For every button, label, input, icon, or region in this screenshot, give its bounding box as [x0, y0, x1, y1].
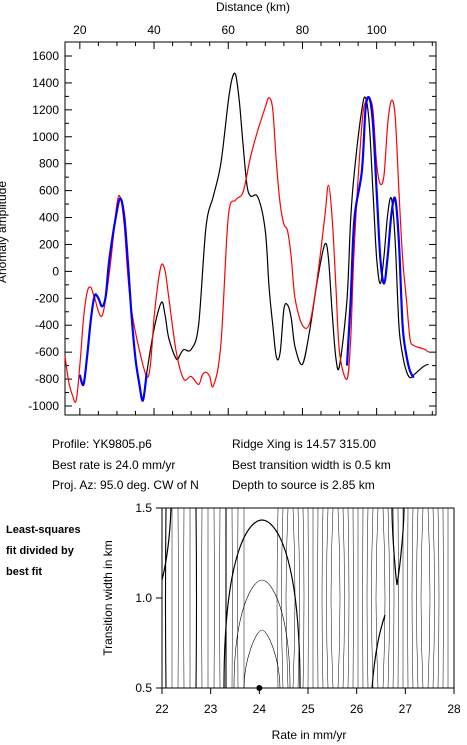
y-tick-label: 1.0: [135, 591, 152, 605]
fit-window-left-line: [78, 197, 148, 402]
contour-line: [387, 507, 390, 689]
contour-arch: [223, 519, 301, 689]
contour-line: [362, 507, 364, 689]
x-tick-label: 20: [73, 23, 87, 37]
contour-line: [183, 507, 185, 689]
x-tick-label: 27: [399, 702, 413, 716]
side-label-line1: Least-squares: [6, 524, 81, 536]
contour-line: [347, 507, 350, 689]
y-tick-label: 200: [39, 237, 59, 251]
x-tick-label: 40: [147, 23, 161, 37]
side-label-line3: best fit: [6, 566, 43, 578]
contour-line: [375, 507, 379, 689]
contour-plot-frame: [161, 507, 455, 689]
side-label-line2: fit divided by: [6, 545, 74, 557]
y-tick-label: 1200: [32, 103, 59, 117]
y-tick-label: 1600: [32, 49, 59, 63]
y-tick-label: -200: [35, 291, 59, 305]
contour-line: [342, 507, 345, 689]
contour-lines: [161, 507, 449, 689]
x-tick-label: 60: [222, 23, 236, 37]
top-xaxis-label: Distance (km): [216, 0, 290, 14]
contour-line: [420, 507, 424, 689]
y-tick-label: -400: [35, 318, 59, 332]
best-fit-point: [256, 685, 263, 691]
contour-line: [411, 507, 414, 689]
x-tick-label: 23: [204, 702, 218, 716]
contour-line: [366, 507, 369, 689]
contour-arch: [233, 579, 291, 689]
contour-line: [407, 507, 409, 689]
contour-line: [330, 507, 334, 689]
profile-text: Profile: YK9805.p6: [52, 437, 152, 451]
fit-window-right-line: [345, 95, 415, 379]
contour-line: [437, 507, 440, 689]
contour-line: [201, 507, 203, 689]
contour-line: [371, 614, 386, 689]
contour-line: [307, 507, 309, 689]
y-tick-label: 1.5: [135, 501, 152, 515]
contour-line: [231, 507, 233, 689]
x-tick-label: 26: [350, 702, 364, 716]
x-tick-label: 25: [301, 702, 315, 716]
contour-line: [371, 507, 374, 689]
contour-line: [164, 507, 167, 689]
x-tick-label: 24: [253, 702, 267, 716]
y-tick-label: 0.5: [135, 681, 152, 695]
contour-line: [195, 507, 198, 689]
best-transition-text: Best transition width is 0.5 km: [232, 458, 391, 472]
contour-line: [297, 507, 300, 689]
contour-line: [397, 507, 399, 689]
contour-line: [432, 507, 435, 689]
contour-line: [337, 507, 341, 689]
y-tick-label: 800: [39, 157, 59, 171]
contour-line: [321, 507, 324, 689]
contour-line: [177, 507, 179, 689]
contour-line: [317, 507, 319, 689]
contour-line: [213, 507, 215, 689]
ridge-xing-text: Ridge Xing is 14.57 315.00: [232, 437, 377, 451]
contour-line: [219, 507, 221, 689]
contour-line: [427, 507, 431, 689]
y-tick-label: 1400: [32, 76, 59, 90]
amplitude-series: [64, 72, 429, 403]
bottom-xaxis-label: Rate in mm/yr: [272, 728, 347, 742]
contour-axis-ticks: 22 23 24 25 26 27 28 0.5 1.0 1.5: [135, 501, 461, 716]
y-tick-label: 600: [39, 184, 59, 198]
contour-line: [237, 507, 239, 689]
top-yaxis-label: Anomaly amplitude: [0, 181, 9, 283]
contour-line: [416, 507, 419, 689]
y-tick-label: -800: [35, 372, 59, 386]
contour-line: [442, 507, 444, 689]
contour-line: [326, 507, 329, 689]
best-rate-text: Best rate is 24.0 mm/yr: [52, 458, 176, 472]
contour-line: [302, 507, 305, 689]
x-tick-label: 100: [367, 23, 387, 37]
contour-line: [392, 507, 395, 689]
y-tick-label: 0: [52, 264, 59, 278]
y-tick-label: -1000: [28, 399, 59, 413]
contour-line: [161, 507, 172, 581]
proj-az-text: Proj. Az: 95.0 deg. CW of N: [52, 478, 199, 492]
x-tick-label: 22: [155, 702, 169, 716]
bottom-yaxis-label: Transition width in km: [101, 540, 115, 656]
contour-line: [281, 507, 284, 689]
contour-line: [382, 507, 386, 689]
y-tick-label: -600: [35, 345, 59, 359]
y-tick-label: 1000: [32, 130, 59, 144]
contour-line: [285, 507, 289, 689]
x-tick-label: 28: [447, 702, 461, 716]
y-tick-label: 400: [39, 211, 59, 225]
contour-line: [391, 507, 405, 586]
contour-arch: [243, 629, 281, 689]
depth-text: Depth to source is 2.85 km: [232, 478, 375, 492]
amplitude-plot-frame: [64, 41, 437, 416]
amplitude-axis-ticks: -1000 -800 -600 -400 -200 0 200 400 600 800 1000 12…: [28, 23, 436, 415]
observed-profile-line: [79, 72, 429, 402]
contour-line: [352, 507, 354, 689]
x-tick-label: 80: [296, 23, 310, 37]
